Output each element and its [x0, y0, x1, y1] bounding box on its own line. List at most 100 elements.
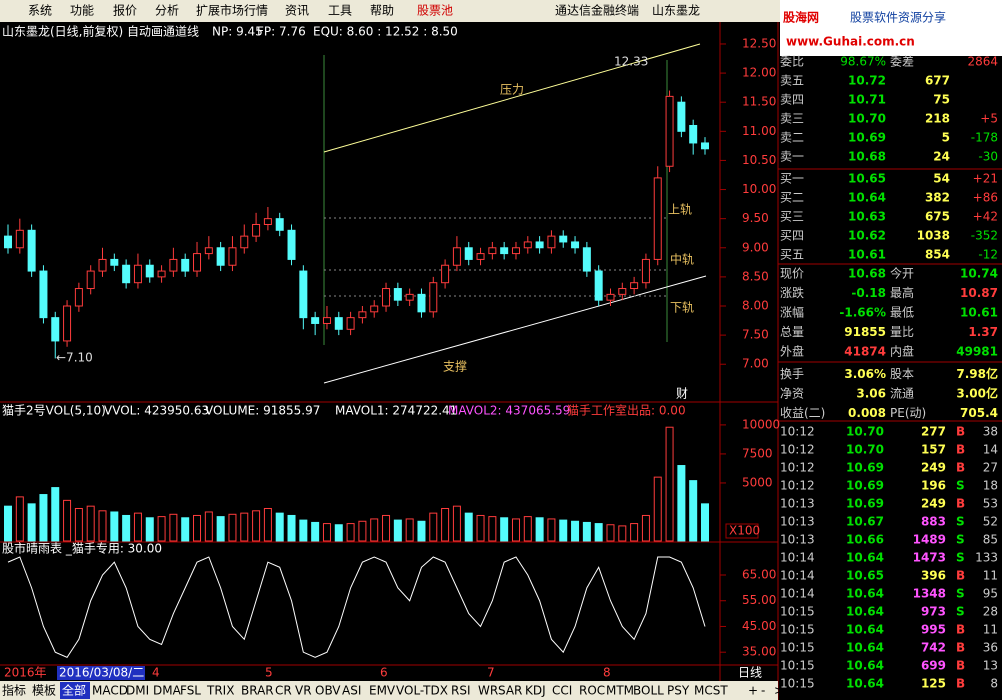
volume-bar [606, 524, 615, 542]
trade-volume: 973 [921, 605, 946, 619]
volume-bar [133, 512, 142, 542]
trade-volume: 125 [921, 677, 946, 691]
tab[interactable]: + [748, 684, 758, 698]
menu-item[interactable]: 报价 [113, 3, 137, 18]
tab[interactable]: EMV [369, 684, 396, 698]
tab[interactable]: ROC [579, 684, 605, 698]
candle-body [27, 229, 36, 272]
candle-body [287, 229, 296, 260]
trade-count: 85 [983, 533, 998, 547]
menu-item[interactable]: 分析 [155, 4, 179, 18]
book-price: 10.68 [848, 150, 886, 164]
stat-label: 外盘 [780, 344, 804, 359]
book-change: +86 [973, 191, 998, 205]
volume-bar [441, 507, 450, 542]
candle-body [74, 288, 83, 307]
tab[interactable]: MTM [606, 684, 634, 698]
trade-volume: 1348 [913, 587, 946, 601]
support-line [323, 275, 707, 384]
tab[interactable]: OBV [315, 684, 341, 698]
tab[interactable]: 全部 [62, 683, 86, 698]
book-volume: 24 [933, 150, 950, 164]
stat-value: 10.68 [848, 267, 886, 281]
tab[interactable]: MCST [694, 684, 728, 698]
tab[interactable]: > [774, 684, 784, 698]
trade-price: 10.64 [846, 605, 884, 619]
menu-item[interactable]: 系统 [28, 4, 52, 18]
tab[interactable]: PSY [667, 684, 690, 698]
y-tick-label: 7.00 [742, 357, 769, 371]
tab[interactable]: MACD [92, 684, 128, 698]
volume-bar [464, 512, 473, 542]
candle-body [594, 270, 603, 301]
tab[interactable]: WR [478, 684, 498, 698]
trade-side: S [956, 605, 965, 619]
book-change: -352 [971, 229, 998, 243]
trade-time: 10:14 [780, 587, 815, 601]
tab[interactable]: CCI [552, 684, 572, 698]
tab[interactable]: CR [275, 684, 292, 698]
trade-time: 10:12 [780, 443, 815, 457]
volume-bar [370, 518, 379, 542]
trade-price: 10.64 [846, 659, 884, 673]
candle-body [641, 258, 650, 284]
tab[interactable]: RSI [451, 684, 471, 698]
volume-bar [252, 510, 261, 542]
menu-item[interactable]: 扩展市场行情 [196, 3, 268, 18]
chart-indicator: EQU: 8.60 : 12.52 : 8.50 [313, 25, 458, 39]
stat-value: 91855 [844, 325, 886, 339]
indicator-title: 股市晴雨表 _猫手专用: 30.00 [2, 541, 162, 556]
tab[interactable]: 模板 [32, 684, 56, 698]
tab[interactable]: ASI [342, 684, 361, 698]
candle-body [181, 258, 190, 272]
menu-item[interactable]: 股票池 [417, 4, 453, 18]
logo-url: www.Guhai.com.cn [786, 35, 915, 49]
candle-body [322, 317, 331, 324]
menu-item[interactable]: 帮助 [370, 4, 394, 18]
candle-body [133, 264, 142, 284]
tab[interactable]: SAR [498, 684, 522, 698]
stat-value: 705.4 [960, 406, 998, 420]
volume-bar [488, 516, 497, 542]
tab[interactable]: 指标 [2, 683, 26, 698]
stat-label: 换手 [780, 367, 804, 381]
trade-price: 10.67 [846, 515, 884, 529]
candle-body [86, 270, 95, 290]
candle-body [204, 247, 213, 255]
tab[interactable]: DMI [126, 684, 149, 698]
date-year: 2016年 [4, 666, 47, 680]
menu-item[interactable]: 资讯 [285, 4, 309, 18]
y-tick-label: 7.50 [742, 328, 769, 342]
volume-bar [429, 512, 438, 542]
date-month: 4 [152, 666, 160, 680]
annotation: 支撑 [443, 359, 467, 374]
book-change: -30 [978, 150, 998, 164]
tab[interactable]: BOLL [633, 684, 664, 698]
volume-bar [417, 520, 426, 542]
trade-time: 10:15 [780, 623, 815, 637]
tab[interactable]: TRIX [206, 684, 234, 698]
menu-right[interactable]: 通达信金融终端 [555, 3, 639, 18]
tab[interactable]: DMA [153, 684, 182, 698]
candle-body [145, 264, 154, 278]
trade-time: 10:14 [780, 569, 815, 583]
trade-side: B [956, 659, 965, 673]
stat-value: 10.87 [960, 286, 998, 300]
menu-item[interactable]: 工具 [328, 4, 352, 18]
stat-label: PE(动) [890, 406, 926, 420]
volume-bar [653, 476, 662, 542]
tab[interactable]: FSL [180, 684, 201, 698]
menu-item[interactable]: 功能 [70, 4, 94, 18]
tab[interactable]: KDJ [525, 684, 546, 698]
tab[interactable]: - [761, 684, 765, 698]
tab[interactable]: VR [295, 684, 312, 698]
menu-right[interactable]: 山东墨龙 [652, 4, 700, 18]
tab[interactable]: BRAR [241, 684, 274, 698]
candle-body [263, 218, 272, 225]
book-label: 卖二 [780, 131, 804, 145]
annotation: 压力 [500, 83, 524, 97]
date-month: 8 [603, 666, 611, 680]
tab[interactable]: VOL-TDX [396, 684, 448, 698]
stat-label: 内盘 [890, 344, 914, 359]
book-label: 买三 [780, 210, 804, 224]
